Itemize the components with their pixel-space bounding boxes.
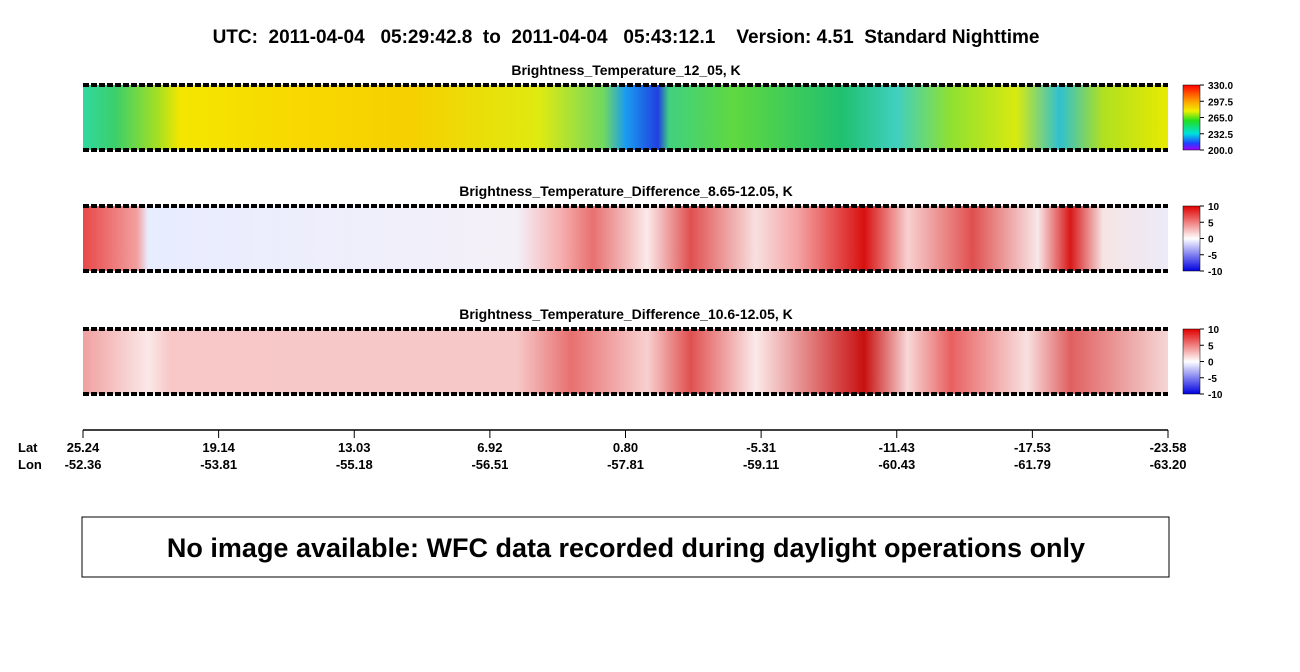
- lon-label: Lon: [18, 457, 42, 472]
- colorbar-tick-label: 10: [1208, 325, 1220, 336]
- lon-tick-label: -63.20: [1150, 457, 1187, 472]
- lat-tick-label: -5.31: [746, 440, 776, 455]
- panel-title: Brightness_Temperature_Difference_8.65-1…: [459, 183, 793, 199]
- lat-tick-label: -23.58: [1150, 440, 1187, 455]
- colorbar-tick-label: 200.0: [1208, 146, 1233, 157]
- panel-title: Brightness_Temperature_12_05, K: [511, 62, 740, 78]
- lon-tick-label: -59.11: [743, 457, 779, 472]
- colorbar-tick-label: -5: [1208, 251, 1217, 262]
- colorbar-tick-label: -10: [1208, 267, 1223, 278]
- colorbar-tick-label: 232.5: [1208, 130, 1233, 141]
- panel-title: Brightness_Temperature_Difference_10.6-1…: [459, 306, 793, 322]
- lon-tick-label: -57.81: [607, 457, 644, 472]
- message: No image available: WFC data recorded du…: [167, 533, 1085, 563]
- lat-tick-label: -17.53: [1014, 440, 1051, 455]
- lat-tick-label: -11.43: [879, 440, 915, 455]
- colorbar-tick-label: -10: [1208, 390, 1223, 401]
- colorbar: [1182, 84, 1201, 151]
- lon-tick-label: -61.79: [1014, 457, 1051, 472]
- lon-tick-label: -60.43: [878, 457, 915, 472]
- lat-tick-label: 13.03: [338, 440, 371, 455]
- lat-tick-label: 19.14: [202, 440, 235, 455]
- message-box: [81, 516, 1170, 578]
- lat-tick-label: 25.24: [67, 440, 100, 455]
- lat-tick-label: 6.92: [477, 440, 502, 455]
- lon-tick-label: -56.51: [471, 457, 508, 472]
- colorbar-tick-label: 5: [1208, 218, 1214, 229]
- title: UTC: 2011-04-04 05:29:42.8 to 2011-04-04…: [213, 27, 1040, 48]
- colorbar-tick-label: 330.0: [1208, 81, 1233, 92]
- lat-tick-label: 0.80: [613, 440, 638, 455]
- lon-tick-label: -55.18: [336, 457, 373, 472]
- lon-tick-label: -53.81: [200, 457, 237, 472]
- colorbar-tick-label: -5: [1208, 374, 1217, 385]
- colorbar-tick-label: 265.0: [1208, 114, 1233, 125]
- image-strip: [83, 85, 1168, 150]
- image-strip: [83, 329, 1168, 394]
- image-strip: [83, 206, 1168, 271]
- colorbar: [1182, 205, 1201, 272]
- colorbar-tick-label: 0: [1208, 358, 1214, 369]
- colorbar-tick-label: 5: [1208, 341, 1214, 352]
- colorbar-tick-label: 10: [1208, 202, 1220, 213]
- colorbar-tick-label: 297.5: [1208, 97, 1233, 108]
- colorbar: [1182, 328, 1201, 395]
- lat-label: Lat: [18, 440, 38, 455]
- lon-tick-label: -52.36: [65, 457, 102, 472]
- colorbar-tick-label: 0: [1208, 235, 1214, 246]
